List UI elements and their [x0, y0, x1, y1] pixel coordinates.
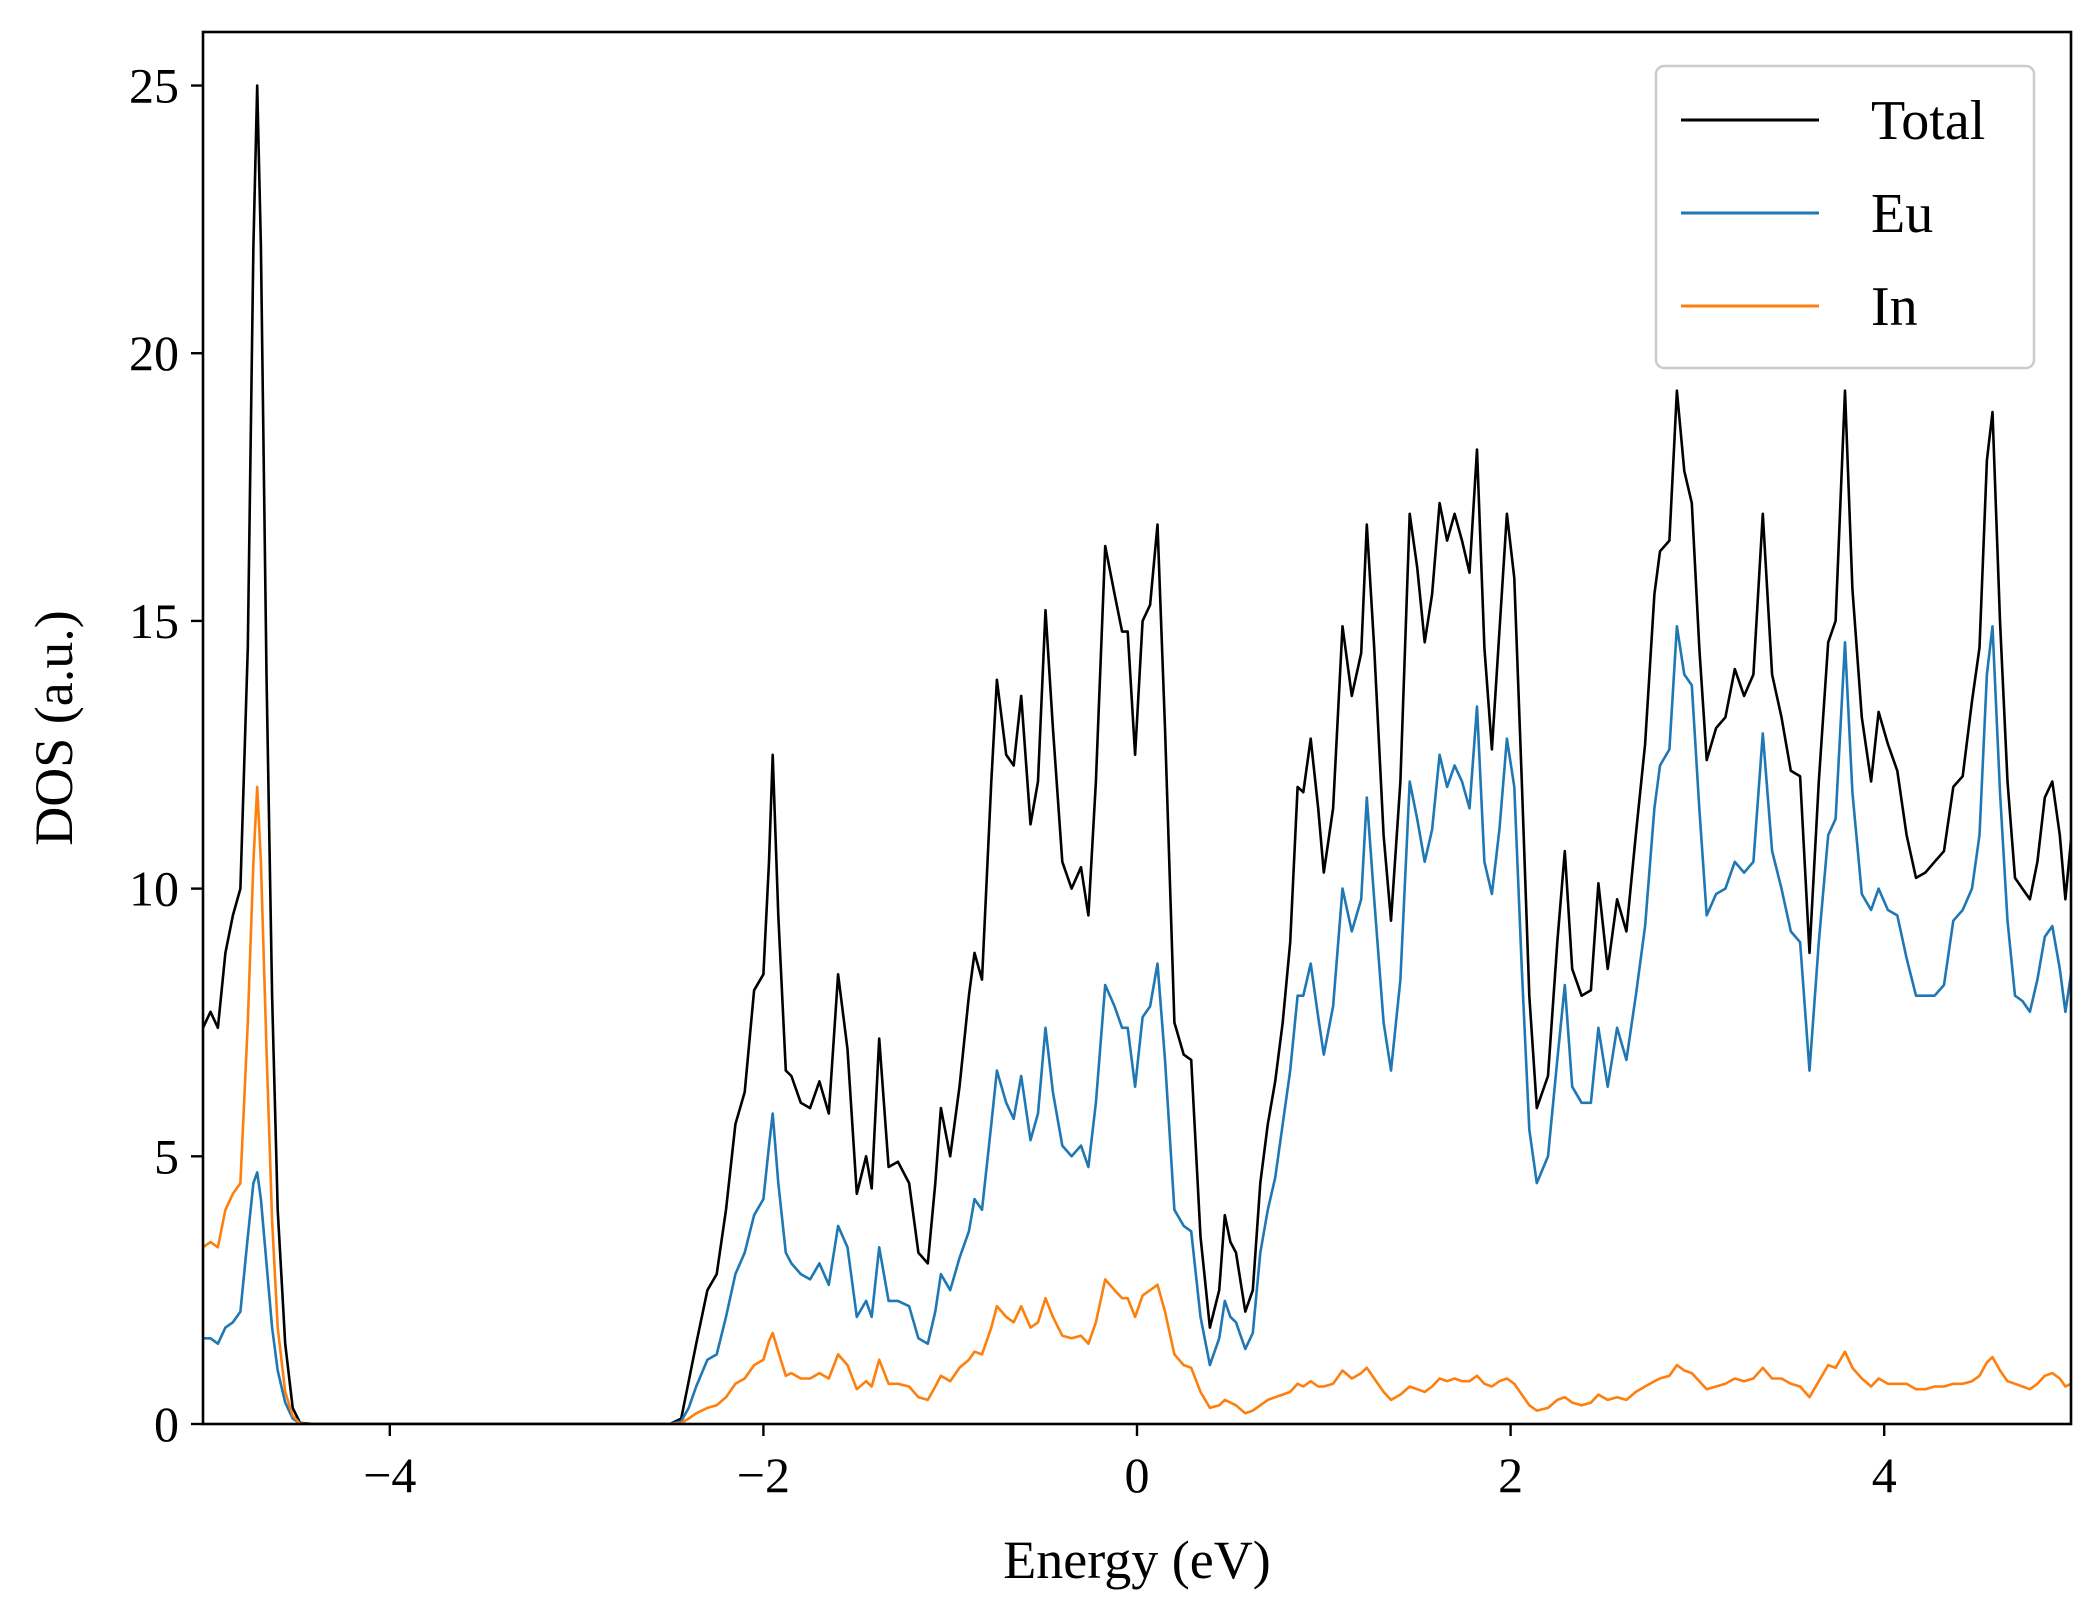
series-layer	[203, 84, 2071, 1424]
legend-label-total: Total	[1871, 90, 1985, 152]
series-line-eu	[203, 625, 2071, 1424]
x-tick-label: −4	[363, 1447, 416, 1503]
x-tick-label: 2	[1498, 1447, 1523, 1503]
y-axis-title: DOS (a.u.)	[24, 610, 84, 845]
x-axis: −4 −2 0 2 4	[363, 1424, 1897, 1503]
y-tick-label: 15	[129, 593, 179, 649]
y-tick-label: 25	[129, 58, 179, 114]
legend-label-eu: Eu	[1871, 183, 1933, 245]
x-tick-label: 0	[1125, 1447, 1150, 1503]
y-axis: 0 5 10 15 20 25	[129, 58, 203, 1452]
legend-label-in: In	[1871, 276, 1918, 338]
y-tick-label: 5	[154, 1128, 179, 1184]
x-tick-label: −2	[737, 1447, 790, 1503]
legend: Total Eu In	[1654, 64, 2036, 370]
y-tick-label: 0	[154, 1396, 179, 1452]
x-axis-title: Energy (eV)	[1003, 1530, 1270, 1590]
y-tick-label: 10	[129, 861, 179, 917]
legend-box	[1654, 64, 2036, 370]
y-tick-label: 20	[129, 325, 179, 381]
series-line-in	[203, 785, 2071, 1424]
series-line-total	[203, 84, 2071, 1424]
x-tick-label: 4	[1872, 1447, 1897, 1503]
